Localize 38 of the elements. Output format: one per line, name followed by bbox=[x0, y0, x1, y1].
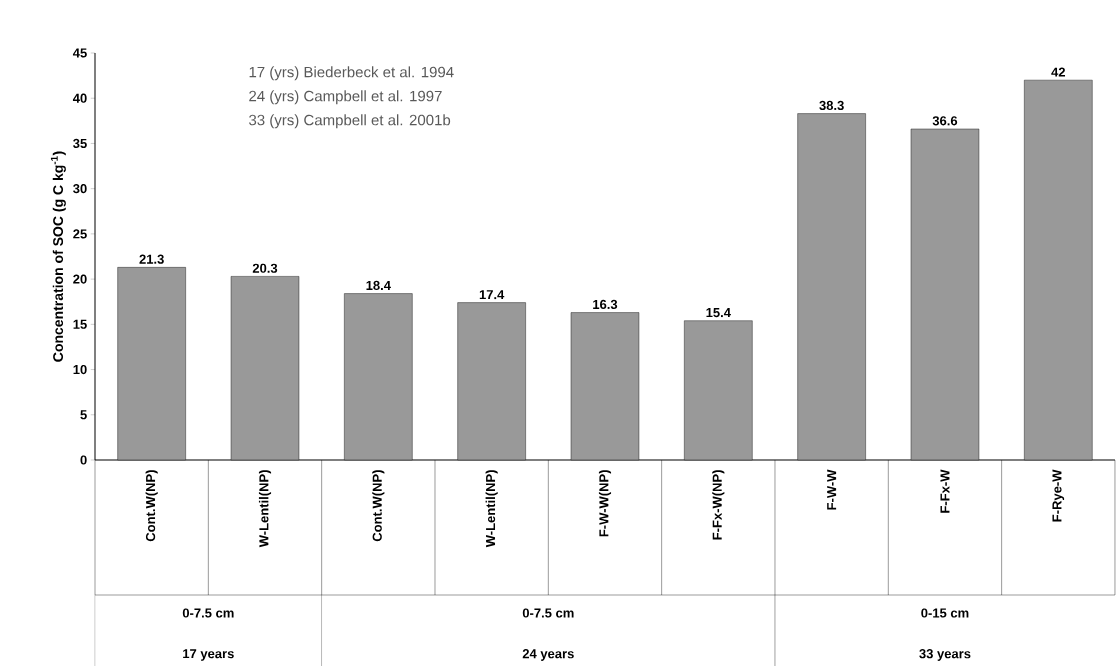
annotation: 24 (yrs) Campbell et al. 1997 bbox=[249, 90, 442, 105]
x-tick-label: W-Lentil(NP) bbox=[258, 470, 272, 548]
text: 0-15 cm bbox=[921, 608, 969, 618]
x-tick-label: F-Fx-W bbox=[940, 469, 950, 513]
y-tick-label: 0 bbox=[80, 455, 87, 465]
text: 0-7.5 cm bbox=[182, 608, 234, 618]
y-axis-title: Concentration of SOC (g C kg$^{-1}$) bbox=[50, 151, 66, 362]
data-label: 38.3 bbox=[819, 100, 844, 111]
y-tick-label: 30 bbox=[73, 184, 87, 194]
data-label: 20.3 bbox=[252, 263, 278, 273]
annotation: 33 (yrs) Campbell et al. 2001b bbox=[249, 114, 451, 129]
text: 24 years bbox=[522, 649, 574, 661]
x-tick-label: W-Lentil(NP) bbox=[485, 470, 498, 548]
data-label: 18.4 bbox=[366, 280, 391, 291]
text: 33 years bbox=[919, 649, 971, 661]
x-tick-label: F-W-W(NP) bbox=[598, 470, 612, 537]
x-tick-label: F-Fx-W(NP) bbox=[712, 470, 725, 540]
x-tick-label: Cont.W(NP) bbox=[145, 470, 158, 542]
y-tick-label: 40 bbox=[72, 93, 87, 103]
data-label: 21.3 bbox=[139, 254, 164, 264]
data-label: 42 bbox=[1051, 67, 1066, 77]
y-tick-label: 25 bbox=[73, 229, 87, 239]
annotation: 17 (yrs) Biederbeck et al. 1994 bbox=[249, 66, 454, 81]
y-tick-label: 35 bbox=[73, 138, 87, 149]
data-label: 16.3 bbox=[593, 299, 618, 310]
y-tick-label: 5 bbox=[80, 410, 87, 420]
data-label: 17.4 bbox=[479, 290, 505, 300]
y-tick-label: 45 bbox=[72, 48, 87, 58]
x-tick-label: Cont.W(NP) bbox=[372, 470, 385, 542]
x-tick-label: F-Rye-W bbox=[1052, 469, 1065, 522]
data-label: 15.4 bbox=[706, 308, 731, 318]
text: 0-7.5 cm bbox=[522, 608, 574, 618]
y-tick-label: 15 bbox=[73, 319, 87, 329]
x-tick-label: F-W-W bbox=[827, 469, 837, 510]
y-tick-label: 20 bbox=[73, 274, 87, 284]
text: 17 years bbox=[183, 649, 234, 661]
data-label: 36.6 bbox=[932, 116, 958, 126]
y-tick-label: 10 bbox=[73, 364, 87, 375]
